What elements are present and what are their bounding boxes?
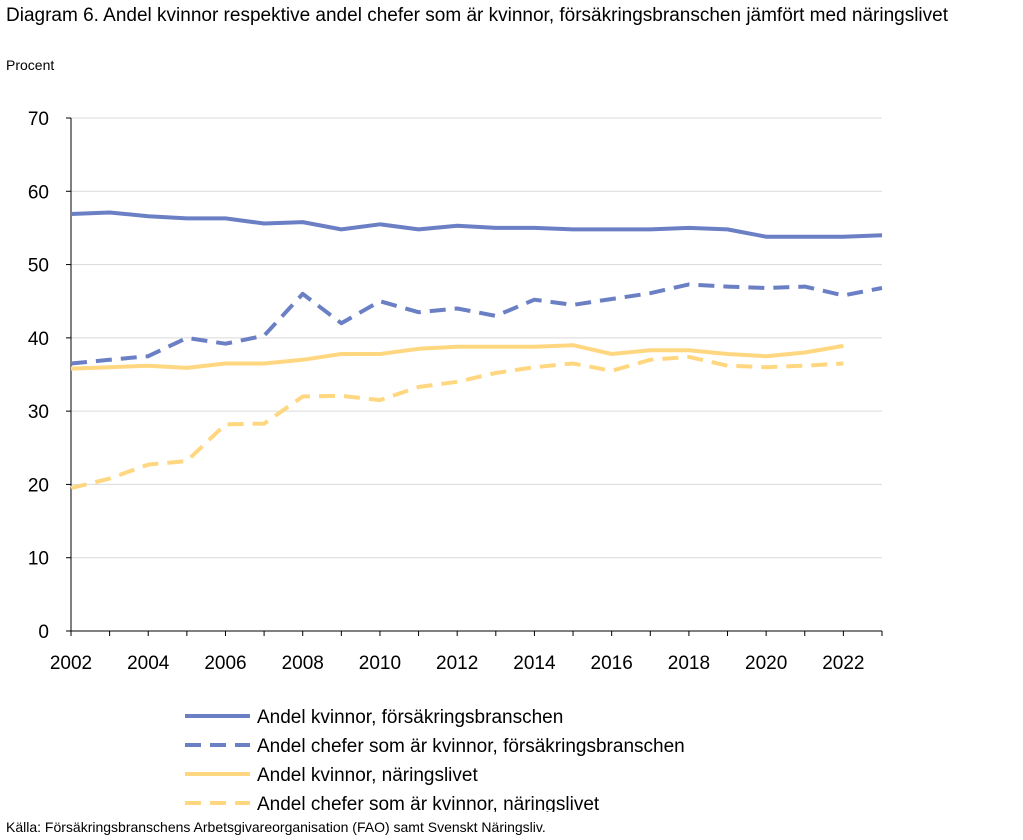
x-tick-label: 2022 [822, 653, 864, 674]
series-lines [70, 210, 883, 491]
axes [66, 117, 883, 636]
series-line-1 [70, 210, 883, 239]
x-tick-label: 2016 [591, 653, 633, 674]
series-line-2 [70, 282, 883, 366]
x-tick-label: 2006 [204, 653, 246, 674]
y-tick-label: 70 [28, 109, 49, 130]
x-tick-label: 2020 [745, 653, 787, 674]
series-line-4 [70, 354, 844, 491]
y-axis-unit-label: Procent [6, 57, 55, 73]
x-tick-label: 2014 [513, 653, 556, 674]
y-axis-tick-labels: 0 10 20 30 40 50 60 70 [28, 109, 49, 643]
y-tick-label: 50 [28, 256, 49, 277]
x-tick-label: 2010 [359, 653, 401, 674]
legend-label: Andel chefer som är kvinnor, näringslive… [257, 794, 600, 812]
y-tick-label: 40 [28, 329, 49, 350]
x-tick-label: 2004 [127, 653, 170, 674]
x-axis-tick-labels: 2002 2004 2006 2008 2010 2012 2014 2016 2018 2020… [50, 653, 865, 674]
series-line-3 [70, 343, 844, 371]
x-tick-label: 2008 [282, 653, 324, 674]
y-tick-label: 60 [28, 182, 49, 203]
legend: Andel kvinnor, försäkringsbranschen Andel… [185, 707, 685, 812]
x-tick-label: 2018 [668, 653, 710, 674]
grid-lines [71, 117, 882, 559]
line-chart: 0 10 20 30 40 50 60 70 2002 2004 2006 2008 2010 2012… [28, 109, 883, 812]
source-note: Källa: Försäkringsbranschens Arbetsgivar… [6, 819, 546, 835]
y-tick-label: 0 [38, 622, 49, 643]
y-tick-label: 10 [28, 549, 49, 570]
x-tick-label: 2002 [50, 653, 92, 674]
x-tick-label: 2012 [436, 653, 478, 674]
legend-label: Andel kvinnor, näringslivet [257, 765, 478, 786]
legend-label: Andel chefer som är kvinnor, försäkrings… [257, 736, 685, 757]
y-tick-label: 30 [28, 402, 49, 423]
y-tick-label: 20 [28, 475, 49, 496]
chart-title: Diagram 6. Andel kvinnor respektive ande… [6, 5, 949, 26]
legend-label: Andel kvinnor, försäkringsbranschen [257, 707, 563, 728]
